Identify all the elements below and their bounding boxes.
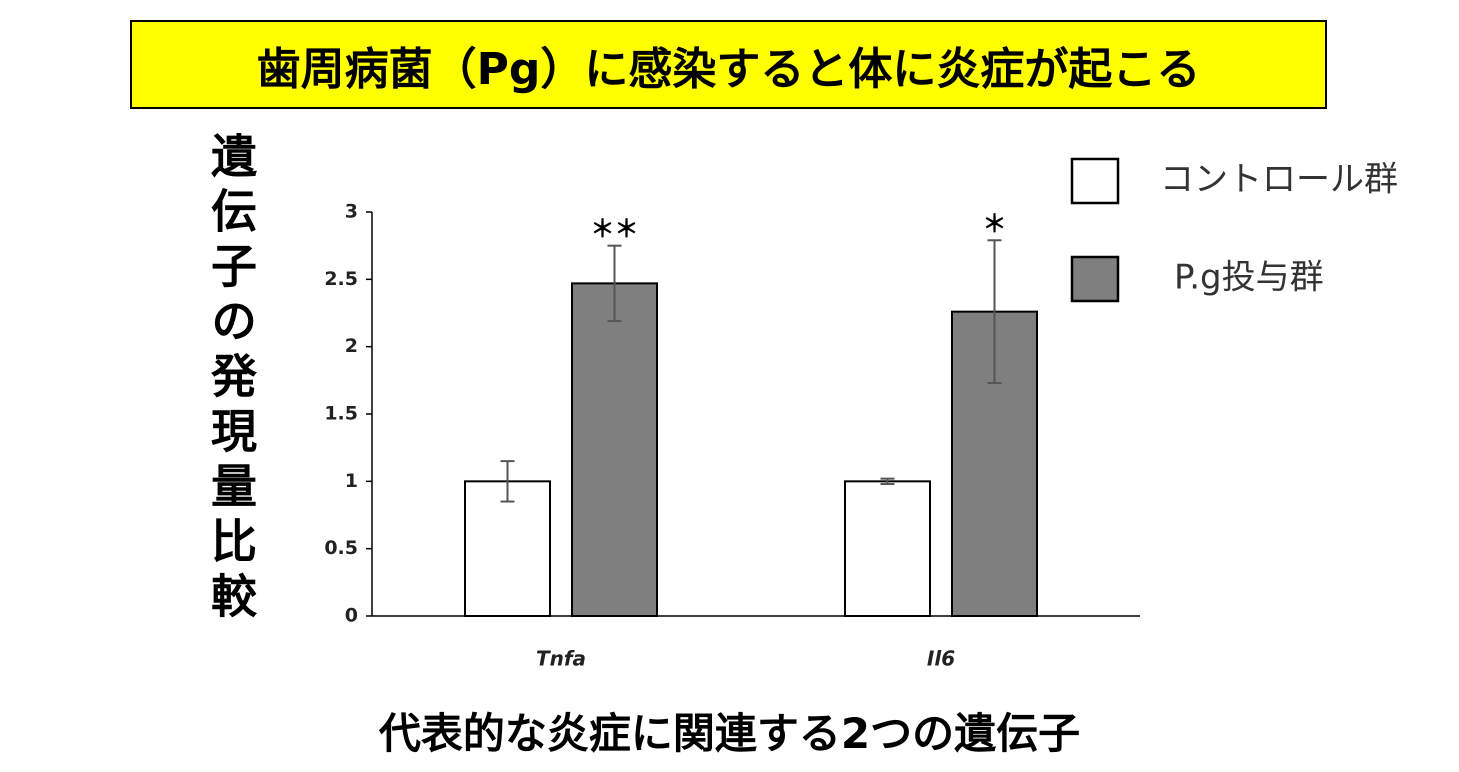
legend-label: P.g投与群	[1174, 258, 1324, 298]
error-bar	[607, 244, 622, 323]
legend-swatch	[1070, 157, 1120, 205]
y-tick-label: 1.5	[324, 403, 358, 425]
error-bar	[987, 239, 1002, 385]
y-tick-label: 3	[345, 201, 358, 223]
y-tick-label: 0	[345, 605, 358, 627]
x-axis-label: 代表的な炎症に関連する2つの遺伝子	[378, 709, 1081, 758]
x-tick-label: Tnfa	[536, 647, 586, 671]
bar	[571, 282, 658, 617]
legend-swatch	[1070, 255, 1120, 303]
significance-label: ＊＊	[591, 215, 639, 243]
error-bar	[500, 460, 515, 503]
bar	[844, 480, 931, 618]
significance-label: ＊	[983, 209, 1007, 237]
x-tick-label: Il6	[927, 647, 955, 671]
chart-title: 歯周病菌（Pg）に感染すると体に炎症が起こる	[130, 20, 1327, 109]
y-tick-label: 0.5	[324, 537, 358, 559]
y-tick-label: 2.5	[324, 268, 358, 290]
y-axis-label: 遺伝子の発現量比較	[204, 132, 258, 627]
y-tick-label: 2	[345, 335, 358, 357]
bar	[464, 480, 551, 618]
legend-label: コントロール群	[1160, 160, 1398, 200]
y-tick-label: 1	[345, 470, 358, 492]
error-bar	[880, 477, 895, 486]
